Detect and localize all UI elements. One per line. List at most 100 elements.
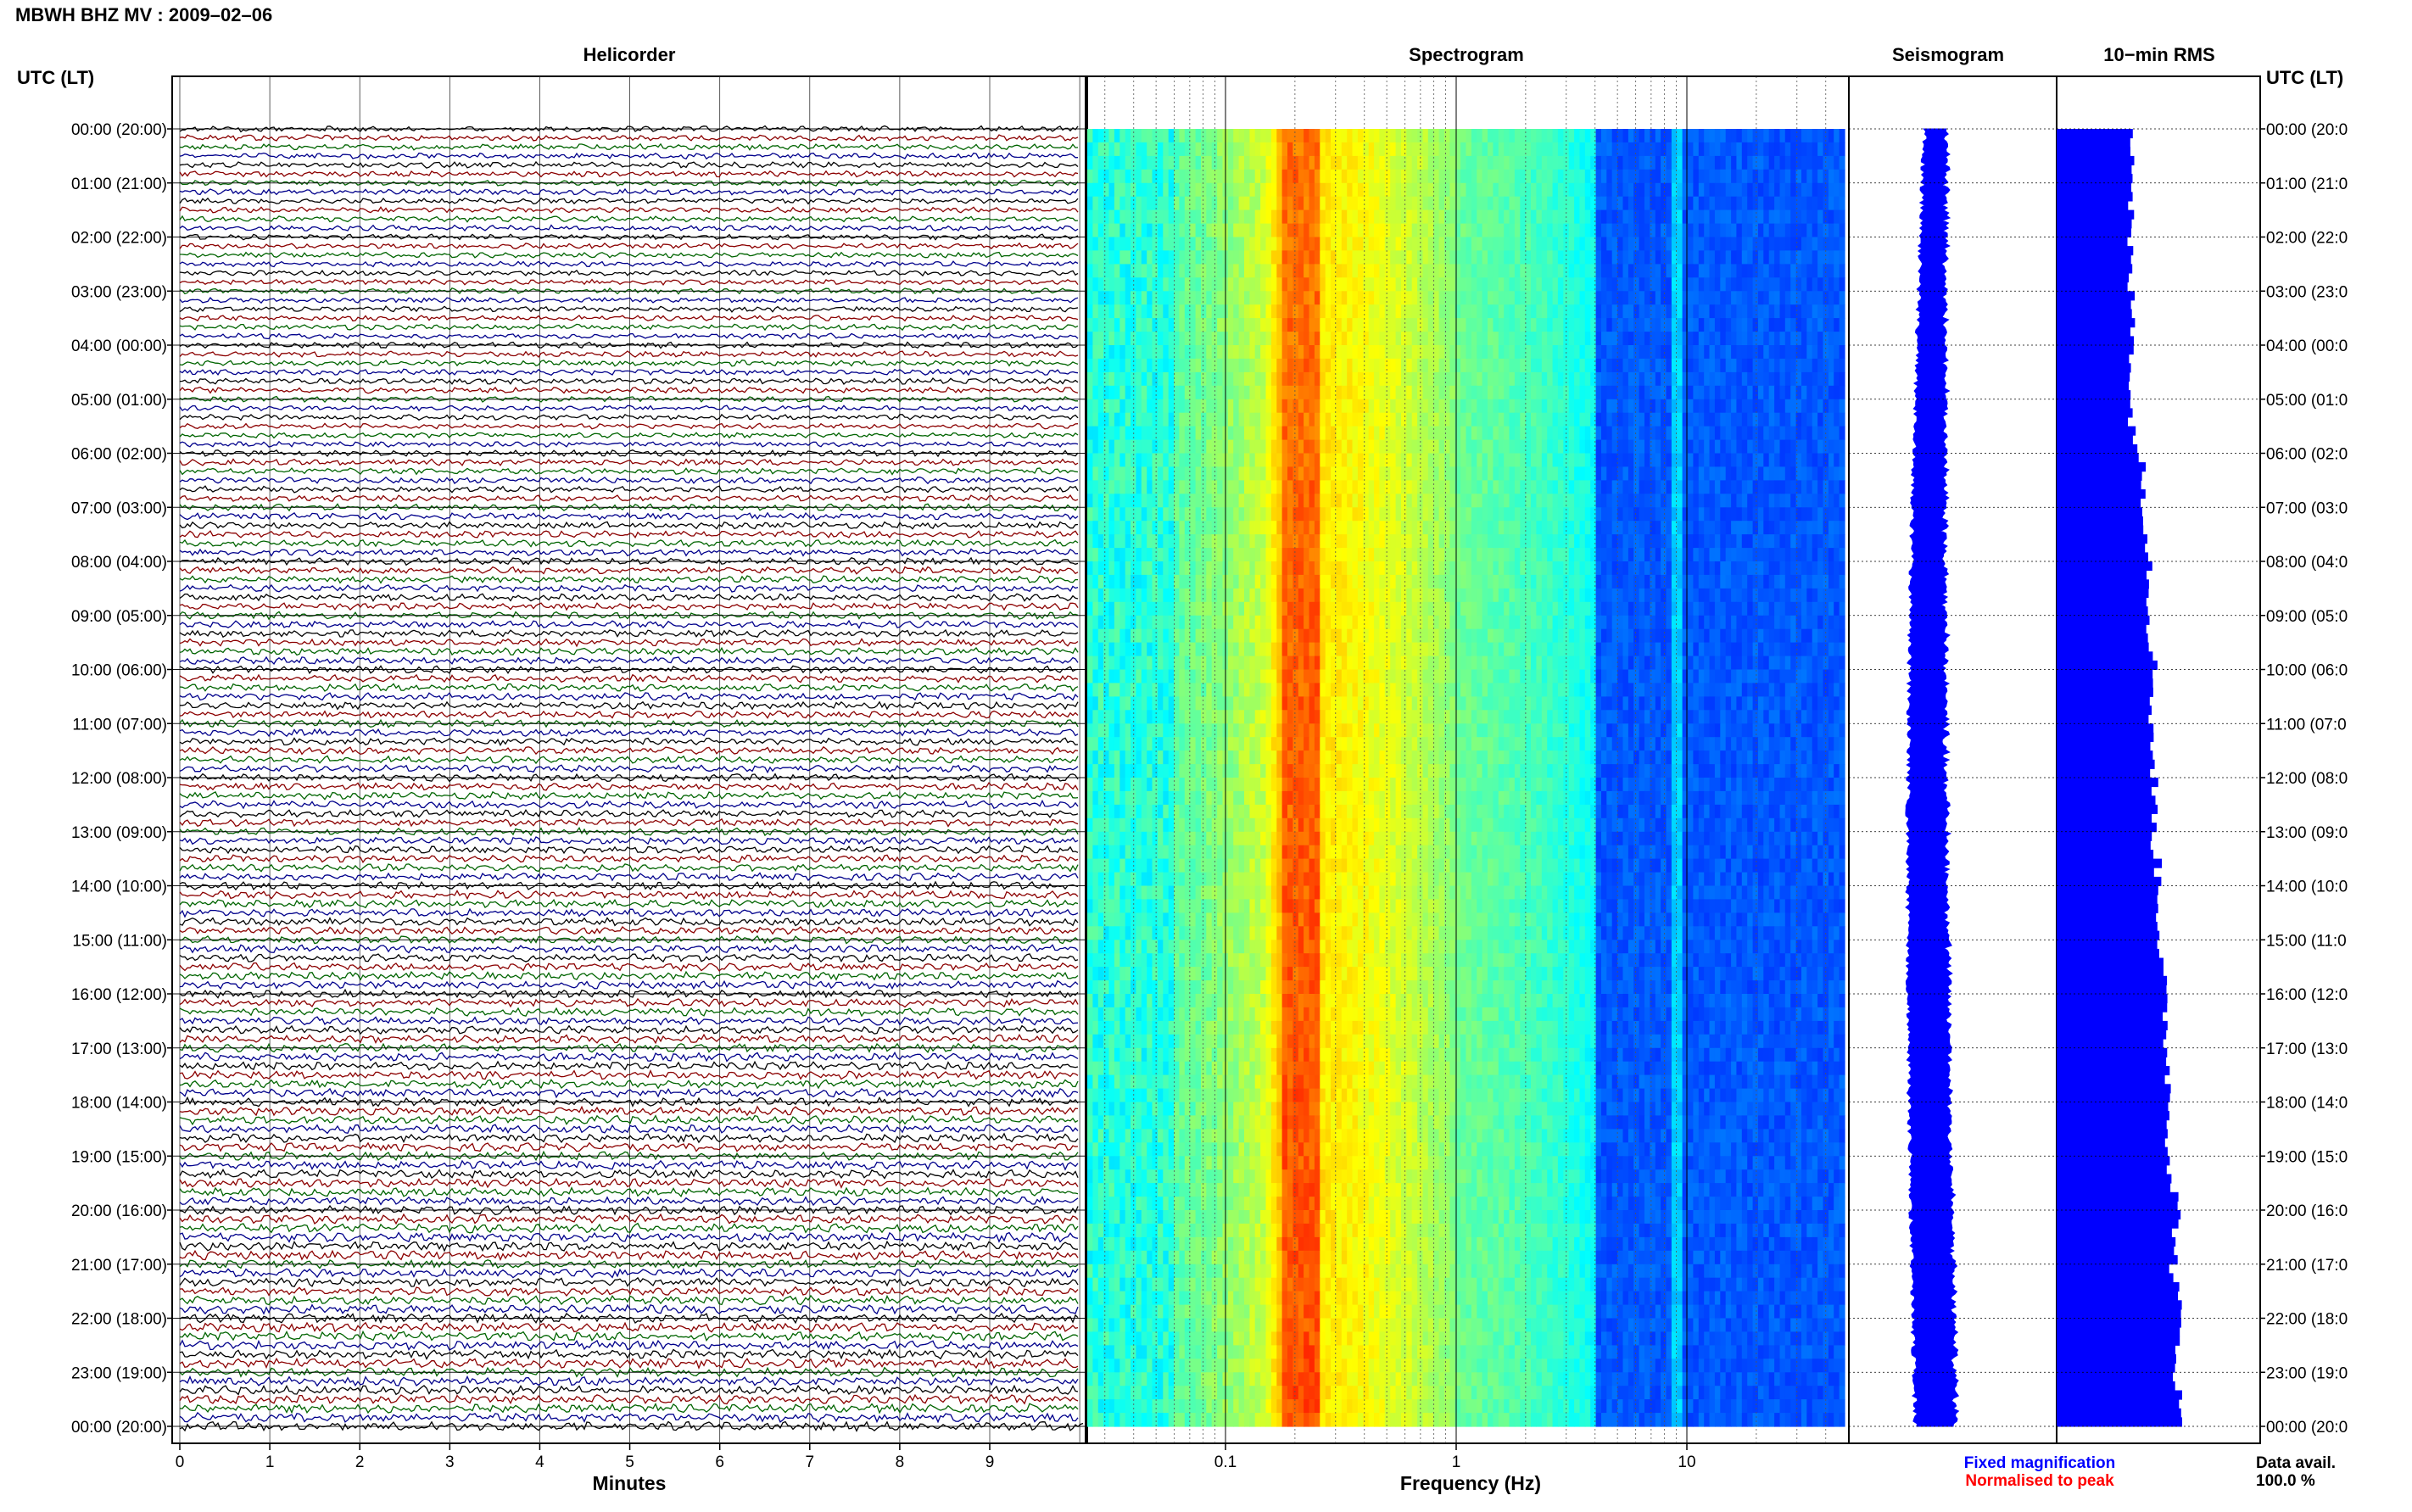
spectrogram-cell (1342, 534, 1348, 549)
spectrogram-cell (1379, 224, 1385, 238)
spectrogram-cell (1249, 521, 1255, 535)
spectrogram-cell (1158, 589, 1164, 603)
spectrogram-cell (1785, 413, 1791, 427)
spectrogram-cell (1747, 386, 1753, 400)
spectrogram-cell (1190, 386, 1196, 400)
spectrogram-cell (1390, 264, 1396, 278)
spectrogram-cell (1639, 129, 1645, 143)
spectrogram-cell (1196, 170, 1202, 184)
spectrogram-cell (1147, 332, 1153, 346)
spectrogram-cell (1336, 129, 1342, 143)
spectrogram-cell (1092, 399, 1098, 414)
spectrogram-cell (1801, 521, 1807, 535)
spectrogram-cell (1563, 466, 1569, 481)
spectrogram-cell (1326, 156, 1332, 170)
spectrogram-cell (1342, 210, 1348, 225)
spectrogram-cell (1109, 440, 1115, 455)
spectrogram-cell (1249, 427, 1255, 440)
spectrogram-cell (1628, 386, 1634, 400)
spectrogram-cell (1276, 170, 1282, 184)
spectrogram-cell (1385, 399, 1391, 414)
spectrogram-cell (1196, 156, 1202, 170)
spectrogram-cell (1650, 399, 1655, 414)
spectrogram-cell (1439, 129, 1445, 143)
spectrogram-cell (1309, 318, 1315, 332)
spectrogram-cell (1569, 304, 1575, 319)
spectrogram-cell (1829, 345, 1834, 360)
spectrogram-cell (1109, 291, 1115, 305)
spectrogram-cell (1179, 399, 1185, 414)
spectrogram-cell (1163, 480, 1169, 494)
spectrogram-cell (1817, 264, 1823, 278)
spectrogram-cell (1163, 440, 1169, 455)
spectrogram-cell (1131, 170, 1136, 184)
spectrogram-cell (1633, 129, 1639, 143)
spectrogram-cell (1742, 318, 1748, 332)
spectrogram-cell (1119, 332, 1125, 346)
spectrogram-cell (1163, 413, 1169, 427)
spectrogram-cell (1699, 413, 1705, 427)
spectrogram-cell (1287, 480, 1293, 494)
spectrogram-cell (1840, 170, 1845, 184)
spectrogram-cell (1119, 534, 1125, 549)
spectrogram-cell (1287, 399, 1293, 414)
spectrogram-cell (1780, 183, 1786, 198)
spectrogram-cell (1542, 372, 1548, 387)
spectrogram-cell (1683, 318, 1689, 332)
spectrogram-cell (1747, 129, 1753, 143)
spectrogram-cell (1667, 454, 1672, 468)
spectrogram-cell (1693, 386, 1699, 400)
spectrogram-cell (1774, 372, 1780, 387)
spectrogram-cell (1201, 413, 1207, 427)
spectrogram-cell (1385, 304, 1391, 319)
spectrogram-cell (1606, 548, 1612, 562)
spectrogram-cell (1282, 237, 1288, 252)
spectrogram-cell (1358, 454, 1364, 468)
spectrogram-cell (1098, 318, 1104, 332)
spectrogram-cell (1574, 129, 1580, 143)
spectrogram-cell (1342, 494, 1348, 508)
spectrogram-cell (1763, 413, 1769, 427)
spectrogram-cell (1758, 277, 1764, 292)
spectrogram-cell (1271, 589, 1277, 603)
spectrogram-cell (1249, 413, 1255, 427)
spectrogram-cell (1169, 264, 1175, 278)
spectrogram-cell (1119, 575, 1125, 589)
spectrogram-cell (1433, 250, 1439, 265)
spectrogram-cell (1699, 142, 1705, 157)
spectrogram-cell (1531, 345, 1537, 360)
spectrogram-cell (1125, 142, 1131, 157)
spectrogram-cell (1785, 359, 1791, 373)
spectrogram-cell (1276, 534, 1282, 549)
spectrogram-cell (1401, 345, 1407, 360)
spectrogram-cell (1347, 575, 1353, 589)
spectrogram-cell (1320, 427, 1326, 440)
spectrogram-cell (1504, 521, 1510, 535)
spectrogram-cell (1596, 454, 1602, 468)
spectrogram-cell (1471, 332, 1477, 346)
spectrogram-cell (1304, 372, 1309, 387)
spectrogram-cell (1331, 318, 1337, 332)
spectrogram-cell (1471, 575, 1477, 589)
spectrogram-cell (1785, 197, 1791, 211)
spectrogram-cell (1320, 399, 1326, 414)
spectrogram-cell (1119, 277, 1125, 292)
spectrogram-cell (1320, 170, 1326, 184)
spectrogram-cell (1633, 494, 1639, 508)
spectrogram-cell (1190, 318, 1196, 332)
spectrogram-cell (1710, 561, 1716, 576)
spectrogram-cell (1499, 466, 1505, 481)
spectrogram-cell (1731, 521, 1737, 535)
spectrogram-cell (1103, 534, 1109, 549)
spectrogram-cell (1233, 224, 1239, 238)
spectrogram-cell (1644, 250, 1650, 265)
spectrogram-cell (1683, 427, 1689, 440)
spectrogram-cell (1726, 494, 1732, 508)
spectrogram-cell (1677, 170, 1683, 184)
spectrogram-cell (1228, 264, 1234, 278)
spectrogram-cell (1320, 440, 1326, 455)
spectrogram-cell (1158, 413, 1164, 427)
spectrogram-cell (1228, 454, 1234, 468)
spectrogram-cell (1271, 291, 1277, 305)
spectrogram-cell (1287, 156, 1293, 170)
